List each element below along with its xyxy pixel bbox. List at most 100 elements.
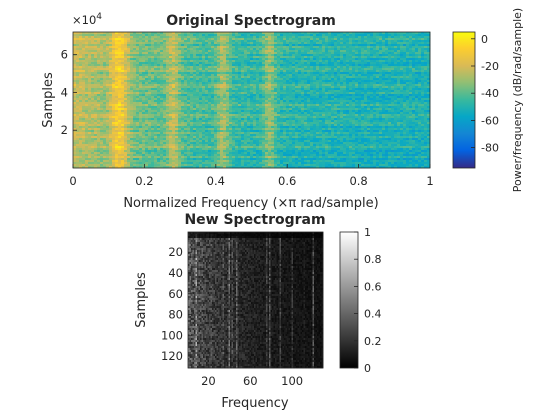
- heatmap-cell: [244, 142, 248, 145]
- heatmap-cell: [79, 80, 83, 83]
- heatmap-cell: [82, 32, 86, 35]
- heatmap-cell: [277, 138, 281, 141]
- heatmap-cell: [265, 74, 269, 77]
- heatmap-cell: [232, 100, 236, 103]
- heatmap-cell: [97, 152, 101, 155]
- heatmap-cell: [256, 70, 260, 73]
- heatmap-cell: [148, 126, 152, 129]
- heatmap-cell: [241, 164, 245, 167]
- heatmap-cell: [262, 78, 266, 81]
- heatmap-cell: [196, 124, 200, 127]
- heatmap-cell: [202, 102, 206, 105]
- heatmap-cell: [247, 60, 251, 63]
- heatmap-cell: [187, 80, 191, 83]
- heatmap-cell: [247, 160, 251, 163]
- heatmap-cell: [109, 102, 113, 105]
- heatmap-cell: [94, 94, 98, 97]
- heatmap-cell: [88, 152, 92, 155]
- heatmap-cell: [205, 152, 209, 155]
- heatmap-cell: [130, 40, 134, 43]
- heatmap-cell: [292, 48, 296, 51]
- heatmap-cell: [91, 102, 95, 105]
- heatmap-cell: [253, 34, 257, 37]
- heatmap-cell: [76, 54, 80, 57]
- heatmap-cell: [121, 54, 125, 57]
- heatmap-cell: [256, 78, 260, 81]
- heatmap-cell: [223, 160, 227, 163]
- heatmap-cell: [235, 120, 239, 123]
- heatmap-cell: [196, 50, 200, 53]
- heatmap-cell: [256, 60, 260, 63]
- heatmap-cell: [292, 50, 296, 53]
- heatmap-cell: [178, 100, 182, 103]
- heatmap-cell: [181, 136, 185, 139]
- heatmap-cell: [118, 54, 122, 57]
- heatmap-cell: [169, 106, 173, 109]
- heatmap-cell: [145, 98, 149, 101]
- heatmap-cell: [79, 82, 83, 85]
- heatmap-cell: [160, 48, 164, 51]
- heatmap-cell: [238, 150, 242, 153]
- heatmap-cell: [133, 154, 137, 157]
- heatmap-cell: [262, 154, 266, 157]
- heatmap-cell: [103, 120, 107, 123]
- heatmap-cell: [91, 164, 95, 167]
- heatmap-cell: [88, 66, 92, 69]
- heatmap-cell: [190, 160, 194, 163]
- heatmap-cell: [238, 128, 242, 131]
- heatmap-cell: [238, 60, 242, 63]
- heatmap-cell: [175, 154, 179, 157]
- heatmap-cell: [220, 84, 224, 87]
- heatmap-cell: [106, 134, 110, 137]
- heatmap-cell: [223, 72, 227, 75]
- heatmap-cell: [238, 140, 242, 143]
- heatmap-cell: [256, 140, 260, 143]
- heatmap-cell: [127, 104, 131, 107]
- heatmap-cell: [109, 162, 113, 165]
- heatmap-cell: [226, 148, 230, 151]
- heatmap-cell: [265, 80, 269, 83]
- heatmap-cell: [250, 104, 254, 107]
- heatmap-cell: [265, 82, 269, 85]
- heatmap-cell: [151, 156, 155, 159]
- heatmap-cell: [271, 74, 275, 77]
- heatmap-cell: [169, 34, 173, 37]
- heatmap-cell: [163, 58, 167, 61]
- heatmap-cell: [130, 118, 134, 121]
- heatmap-cell: [196, 162, 200, 165]
- heatmap-cell: [289, 132, 293, 135]
- heatmap-cell: [274, 114, 278, 117]
- heatmap-cell: [292, 54, 296, 57]
- heatmap-cell: [112, 102, 116, 105]
- heatmap-cell: [118, 106, 122, 109]
- heatmap-cell: [169, 64, 173, 67]
- heatmap-cell: [289, 164, 293, 167]
- heatmap-cell: [148, 164, 152, 167]
- heatmap-cell: [172, 72, 176, 75]
- heatmap-cell: [121, 82, 125, 85]
- heatmap-cell: [154, 34, 158, 37]
- heatmap-cell: [220, 166, 224, 169]
- heatmap-cell: [229, 140, 233, 143]
- heatmap-cell: [133, 158, 137, 161]
- heatmap-cell: [223, 148, 227, 151]
- heatmap-cell: [268, 88, 272, 91]
- heatmap-cell: [91, 58, 95, 61]
- heatmap-cell: [289, 54, 293, 57]
- heatmap-cell: [139, 114, 143, 117]
- heatmap-cell: [262, 34, 266, 37]
- heatmap-cell: [148, 114, 152, 117]
- heatmap-cell: [256, 106, 260, 109]
- heatmap-cell: [274, 124, 278, 127]
- heatmap-cell: [136, 102, 140, 105]
- heatmap-cell: [154, 40, 158, 43]
- heatmap-cell: [112, 40, 116, 43]
- heatmap-cell: [103, 50, 107, 53]
- heatmap-cell: [109, 42, 113, 45]
- heatmap-cell: [202, 52, 206, 55]
- heatmap-cell: [289, 78, 293, 81]
- heatmap-cell: [130, 60, 134, 63]
- heatmap-cell: [199, 98, 203, 101]
- heatmap-cell: [292, 68, 296, 71]
- heatmap-cell: [205, 106, 209, 109]
